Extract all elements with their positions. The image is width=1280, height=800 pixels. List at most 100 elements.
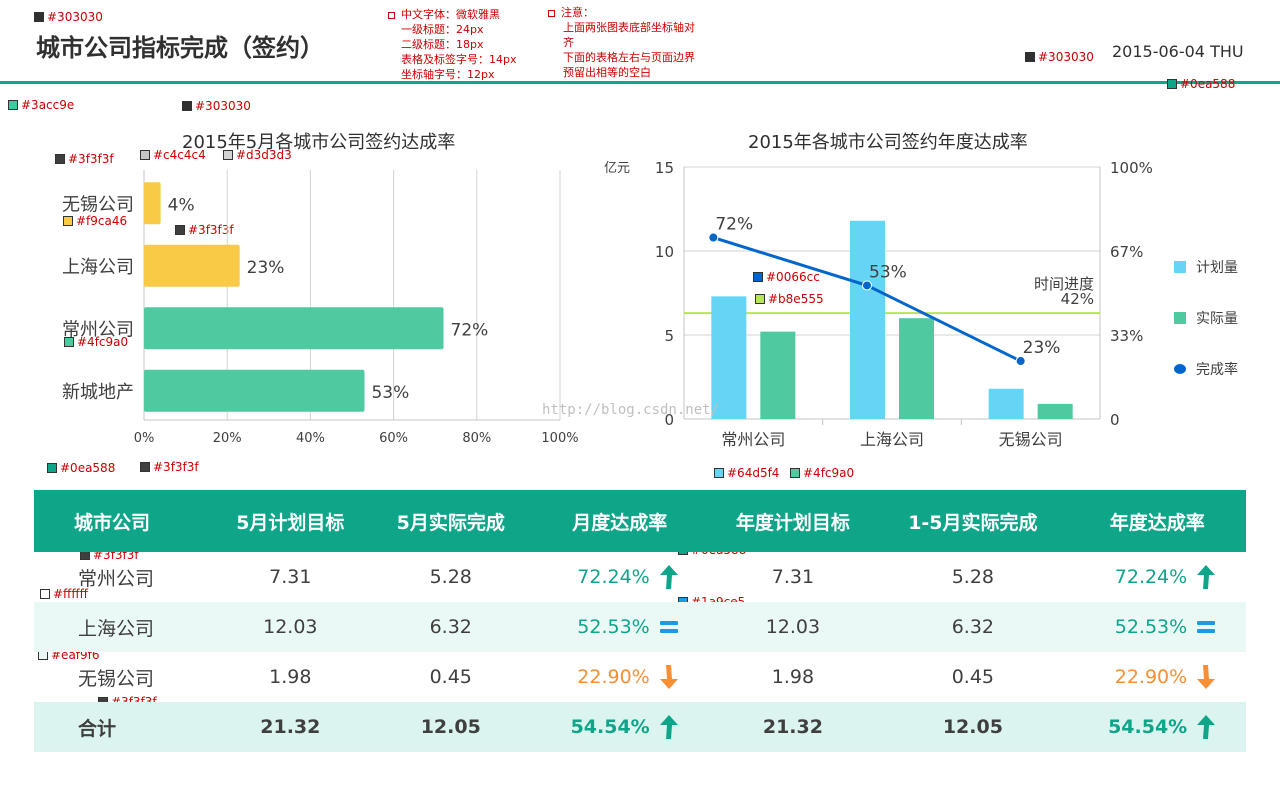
trend-equal-icon	[659, 621, 678, 633]
trend-down-icon	[1197, 665, 1216, 689]
color-annotation: #b8e555	[755, 292, 824, 306]
data-label: 72%	[715, 215, 753, 235]
category-label: 无锡公司	[999, 430, 1063, 449]
color-code: #4fc9a0	[77, 335, 129, 349]
bar-actual	[760, 331, 796, 419]
city-cell: 上海公司	[34, 602, 211, 652]
note-line: 下面的表格左右与页面边界	[563, 51, 695, 64]
table-header-row: 城市公司 5月计划目标 5月实际完成 月度达成率 年度计划目标 1-5月实际完成…	[34, 490, 1246, 552]
rate-value: 54.54%	[1108, 715, 1188, 738]
month-rate-cell: 52.53%	[530, 602, 709, 652]
year-rate-cell: 54.54%	[1068, 702, 1246, 752]
rate-value: 52.53%	[1114, 615, 1188, 638]
note-line: 二级标题：18px	[401, 38, 484, 51]
color-code: #303030	[1038, 50, 1094, 64]
rate-value: 72.24%	[577, 565, 650, 588]
year-actual-cell: 0.45	[951, 666, 995, 688]
legend-marker	[1174, 364, 1186, 374]
month-rate-cell: 72.24%	[531, 552, 709, 602]
rate-value: 54.54%	[570, 715, 650, 738]
y-tick-label: 15	[655, 159, 674, 177]
trend-up-icon	[659, 565, 678, 589]
note-line: 上面两张图表底部坐标轴对	[563, 21, 695, 34]
color-swatch	[1167, 79, 1177, 89]
color-code: #0ea588	[60, 461, 116, 475]
color-annotation: #ffffff	[40, 587, 88, 601]
y-axis-label: 亿元	[604, 161, 630, 176]
header-month-plan: 5月计划目标	[210, 490, 371, 552]
y-tick-label: 10	[655, 243, 674, 261]
color-code: #3acc9e	[21, 98, 75, 112]
header-city: 城市公司	[34, 490, 211, 552]
color-annotation: #303030	[1025, 50, 1094, 64]
header-divider	[0, 81, 1280, 84]
bar	[144, 182, 161, 225]
bar	[144, 244, 240, 287]
watermark: http://blog.csdn.net/	[542, 402, 720, 418]
year-rate-cell: 52.53%	[1068, 602, 1246, 652]
color-code: #3f3f3f	[188, 223, 234, 237]
color-swatch	[55, 154, 65, 164]
month-plan-cell: 12.03	[210, 602, 371, 652]
x-tick-label: 40%	[296, 431, 325, 446]
trend-equal-icon	[1197, 621, 1216, 633]
bar-plan	[850, 220, 885, 419]
legend-label: 实际量	[1196, 311, 1238, 327]
color-annotation: #0ea588	[47, 461, 115, 475]
rate-point	[1015, 356, 1026, 367]
month-plan-cell: 1.98	[269, 666, 312, 688]
data-label: 23%	[247, 258, 285, 278]
data-label: 4%	[168, 195, 195, 215]
year-plan-cell: 21.32	[708, 702, 878, 752]
color-code: #303030	[195, 99, 251, 113]
color-code: #3f3f3f	[153, 460, 199, 474]
page-title: 城市公司指标完成（签约）	[36, 34, 324, 62]
data-label: 53%	[371, 383, 409, 403]
year-actual-cell: 6.32	[877, 602, 1069, 652]
color-annotation: #f9ca46	[63, 214, 127, 228]
rate-point	[708, 232, 719, 243]
color-code: #0ea588	[1180, 77, 1236, 91]
month-plan-cell: 7.31	[269, 566, 312, 588]
color-swatch	[47, 463, 57, 473]
color-code: #f9ca46	[76, 214, 128, 228]
rate-value: 22.90%	[1114, 665, 1188, 688]
color-swatch	[753, 272, 763, 282]
color-swatch	[755, 294, 765, 304]
category-label: 无锡公司	[62, 194, 134, 215]
x-tick-label: 60%	[379, 431, 408, 446]
color-swatch	[1025, 52, 1035, 62]
data-label: 53%	[869, 262, 907, 282]
x-tick-label: 0%	[134, 431, 155, 446]
x-tick-label: 100%	[541, 431, 578, 446]
color-swatch	[714, 468, 724, 478]
color-swatch	[175, 225, 185, 235]
category-label: 常州公司	[62, 319, 134, 340]
y2-tick-label: 33%	[1110, 327, 1143, 345]
color-annotation: #d3d3d3	[223, 148, 292, 162]
note-line: 中文字体：微软雅黑	[401, 8, 500, 21]
time-progress-value: 42%	[1061, 290, 1094, 308]
color-swatch	[140, 462, 150, 472]
table-row: 上海公司 12.03 6.32 52.53% 12.03 6.32 52.53%	[34, 602, 1246, 652]
legend-label: 完成率	[1196, 361, 1238, 378]
month-rate-cell: 54.54%	[530, 702, 709, 752]
note-bullet-icon	[548, 9, 555, 17]
year-actual-cell: 12.05	[877, 702, 1069, 752]
color-swatch	[790, 468, 800, 478]
bar	[144, 307, 444, 350]
category-label: 新城地产	[62, 382, 134, 403]
color-code: #4fc9a0	[803, 466, 855, 480]
color-annotation: #3f3f3f	[140, 460, 199, 474]
color-swatch	[63, 216, 73, 226]
header-month-actual: 5月实际完成	[370, 490, 531, 552]
note-line: 表格及标签字号：14px	[401, 53, 517, 66]
note-line: 预留出相等的空白	[563, 66, 651, 79]
color-annotation: #0ea588	[1167, 77, 1235, 91]
legend-label: 计划量	[1196, 260, 1238, 276]
y-tick-label: 5	[664, 327, 674, 345]
color-annotation: #0066cc	[753, 270, 820, 284]
note-line: 坐标轴字号：12px	[401, 68, 495, 81]
time-progress-label: 时间进度	[1034, 275, 1094, 293]
